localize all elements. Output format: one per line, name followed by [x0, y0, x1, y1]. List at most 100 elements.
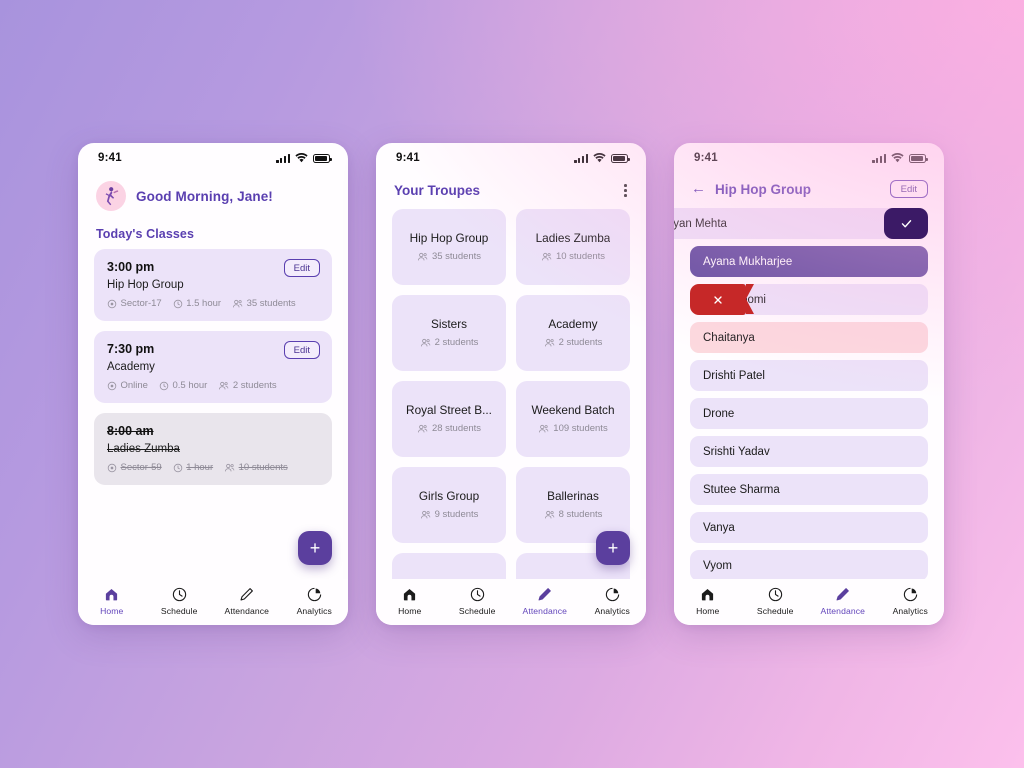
pie-chart-icon — [307, 587, 321, 602]
phone-screen-home: 9:41 — [78, 143, 348, 625]
student-row[interactable]: Srishti Yadav — [674, 436, 944, 467]
troupe-name: Hip Hop Group — [409, 231, 489, 246]
nav-item-analytics[interactable]: Analytics — [281, 586, 349, 616]
nav-label-home: Home — [696, 606, 720, 616]
student-row[interactable]: Stutee Sharma — [674, 474, 944, 505]
troupe-count: 10 students — [541, 251, 605, 262]
back-arrow-icon[interactable]: ← — [691, 180, 706, 197]
class-name: Ladies Zumba — [107, 443, 180, 455]
status-icons — [276, 153, 332, 163]
student-name-chip-absent[interactable]: Chaitanya — [690, 322, 928, 353]
troupe-card[interactable]: Hip Hop Group 35 students — [392, 208, 506, 285]
edit-button[interactable]: Edit — [283, 259, 320, 277]
student-name-chip[interactable]: Vanya — [690, 512, 928, 543]
nav-item-home[interactable]: Home — [376, 586, 444, 616]
status-time: 9:41 — [396, 152, 420, 164]
troupe-card[interactable]: Ballerinas 8 students — [516, 466, 630, 543]
troupe-name: Ladies Zumba — [535, 231, 611, 246]
troupe-name: Weekend Batch — [531, 403, 615, 418]
troupe-card[interactable]: Weekend Batch 109 students — [516, 380, 630, 457]
students-icon — [544, 510, 554, 518]
location-pin-icon — [107, 381, 117, 390]
class-duration: 1.5 hour — [173, 298, 221, 309]
student-row[interactable]: Vyom — [674, 550, 944, 579]
student-name-chip[interactable]: Srishti Yadav — [690, 436, 928, 467]
student-row[interactable]: Chaitanya — [674, 322, 944, 353]
greeting-text: Good Morning, Jane! — [136, 188, 273, 204]
location-pin-icon — [107, 299, 117, 308]
class-duration-text: 1 hour — [186, 462, 214, 473]
pencil-icon — [538, 588, 552, 601]
edit-button[interactable]: Edit — [889, 180, 928, 198]
students-icon — [539, 424, 549, 432]
troupe-count: 9 students — [420, 509, 478, 520]
edit-button[interactable]: Edit — [283, 341, 320, 359]
troupe-card[interactable]: Sisters 2 students — [392, 294, 506, 371]
class-duration: 1 hour — [173, 462, 213, 473]
class-card[interactable]: 3:00 pm Hip Hop Group Sector-17 1.5 hour — [94, 249, 332, 321]
student-name-chip[interactable]: Drishti Patel — [690, 360, 928, 391]
troupe-card[interactable]: Girls Group 9 students — [392, 466, 506, 543]
troupe-count-text: 2 students — [434, 337, 479, 349]
student-row[interactable]: Ayana Mukharjee — [674, 246, 944, 277]
nav-item-analytics[interactable]: Analytics — [579, 586, 647, 616]
student-row[interactable]: Bhoomi — [674, 284, 944, 315]
students-icon — [225, 463, 235, 471]
add-class-fab[interactable]: + — [298, 531, 332, 565]
students-icon — [233, 299, 243, 307]
class-location: Sector-17 — [107, 298, 162, 309]
class-duration: 0.5 hour — [159, 380, 207, 391]
troupes-body: Your Troupes Hip Hop Group 35 students L… — [376, 173, 646, 579]
student-name: Vyom — [703, 559, 732, 572]
page-title: Your Troupes — [394, 182, 481, 198]
pencil-icon — [240, 588, 254, 601]
nav-label-schedule: Schedule — [756, 606, 794, 616]
students-icon — [420, 338, 430, 346]
student-name: Chaitanya — [703, 331, 755, 344]
student-name: Drone — [703, 407, 735, 420]
add-troupe-fab[interactable]: + — [596, 531, 630, 565]
student-name: Srishti Yadav — [703, 445, 770, 458]
student-name-chip[interactable]: Vyom — [690, 550, 928, 579]
nav-item-analytics[interactable]: Analytics — [877, 586, 945, 616]
nav-item-attendance[interactable]: Attendance — [809, 586, 877, 616]
page-title: Hip Hop Group — [715, 181, 811, 197]
class-card[interactable]: 7:30 pm Academy Online 0.5 hour — [94, 331, 332, 403]
battery-icon — [611, 154, 630, 163]
attendance-screen: ← Hip Hop Group Edit aryan Mehta — [674, 173, 944, 625]
troupe-count: 2 students — [544, 337, 602, 348]
troupe-card[interactable]: Ladies Zumba 10 students — [516, 208, 630, 285]
mark-present-action[interactable] — [884, 208, 928, 239]
troupe-card[interactable]: Academy 2 students — [516, 294, 630, 371]
student-name-chip[interactable]: Stutee Sharma — [690, 474, 928, 505]
kebab-menu-icon[interactable] — [621, 180, 630, 201]
nav-label-analytics: Analytics — [892, 606, 928, 616]
troupe-card[interactable]: Kathak — [392, 552, 506, 579]
nav-item-schedule[interactable]: Schedule — [742, 586, 810, 616]
student-name-chip[interactable]: aryan Mehta — [674, 208, 898, 239]
class-list: 3:00 pm Hip Hop Group Sector-17 1.5 hour — [78, 249, 348, 485]
student-row[interactable]: Vanya — [674, 512, 944, 543]
student-row[interactable]: aryan Mehta — [674, 208, 944, 239]
nav-label-attendance: Attendance — [224, 606, 269, 616]
nav-item-attendance[interactable]: Attendance — [213, 586, 281, 616]
class-location: Online — [107, 380, 148, 391]
troupe-card[interactable]: Royal Street B... 28 students — [392, 380, 506, 457]
nav-item-schedule[interactable]: Schedule — [146, 586, 214, 616]
student-row[interactable]: Drone — [674, 398, 944, 429]
student-name-chip-present[interactable]: Ayana Mukharjee — [690, 246, 928, 277]
class-card-completed[interactable]: 8:00 am Ladies Zumba Sector-59 1 hour — [94, 413, 332, 485]
student-row[interactable]: Drishti Patel — [674, 360, 944, 391]
nav-item-attendance[interactable]: Attendance — [511, 586, 579, 616]
troupe-count: 8 students — [544, 509, 602, 520]
nav-item-home[interactable]: Home — [674, 586, 742, 616]
student-name-chip[interactable]: Drone — [690, 398, 928, 429]
troupes-screen: Your Troupes Hip Hop Group 35 students L… — [376, 173, 646, 625]
mark-absent-action[interactable] — [690, 284, 754, 315]
nav-item-schedule[interactable]: Schedule — [444, 586, 512, 616]
nav-item-home[interactable]: Home — [78, 586, 146, 616]
home-icon — [404, 589, 416, 601]
student-roster: aryan Mehta Ayana Mukharjee — [674, 206, 944, 579]
dancer-avatar-icon — [96, 181, 126, 211]
